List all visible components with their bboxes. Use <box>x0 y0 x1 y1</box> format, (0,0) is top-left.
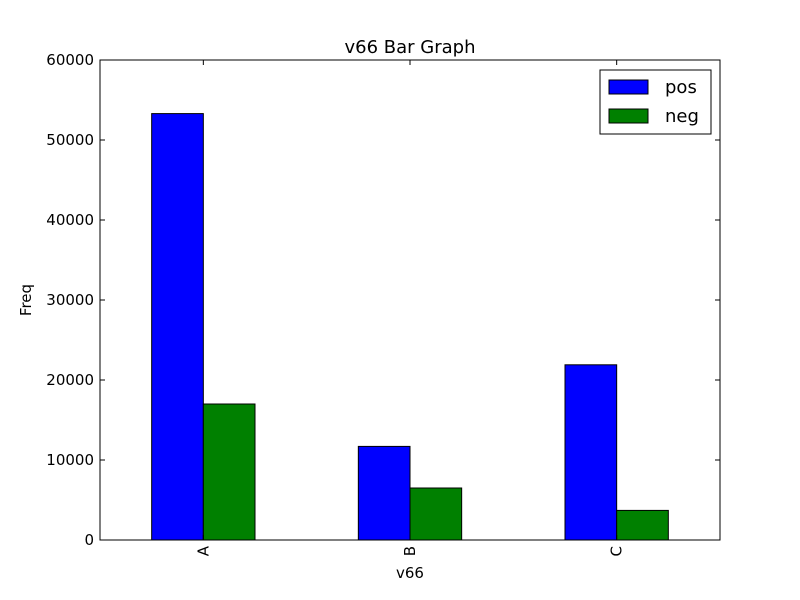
bar-neg-c <box>616 509 669 541</box>
ticks-group: 0 10000 20000 30000 40000 50000 60000 A B C <box>46 51 720 556</box>
legend-swatch-neg <box>608 108 649 124</box>
bars-group <box>151 113 669 541</box>
bar-pos-a <box>151 113 204 541</box>
bar-pos-b <box>357 445 411 541</box>
x-axis-label: v66 <box>396 564 424 582</box>
y-tick-label: 60000 <box>46 51 94 69</box>
legend-label-pos: pos <box>665 77 697 98</box>
y-tick-label: 10000 <box>46 451 94 469</box>
y-tick-label: 30000 <box>46 291 94 309</box>
bar-pos-c <box>564 364 618 541</box>
x-tick-label-b: B <box>401 546 419 556</box>
plot-frame <box>99 59 721 541</box>
bar-neg-a <box>202 403 256 541</box>
chart-title: v66 Bar Graph <box>345 37 476 58</box>
y-tick-label: 40000 <box>46 211 94 229</box>
y-tick-label: 50000 <box>46 131 94 149</box>
y-tick-label: 20000 <box>46 371 94 389</box>
y-axis-label: Freq <box>17 284 35 316</box>
x-tick-label-c: C <box>608 546 626 556</box>
bar-neg-b <box>409 487 463 541</box>
legend-swatch-pos <box>608 79 649 95</box>
x-tick-label-a: A <box>194 545 212 556</box>
legend-label-neg: neg <box>665 106 699 127</box>
y-tick-label: 0 <box>84 531 94 549</box>
legend: pos neg <box>599 69 712 135</box>
